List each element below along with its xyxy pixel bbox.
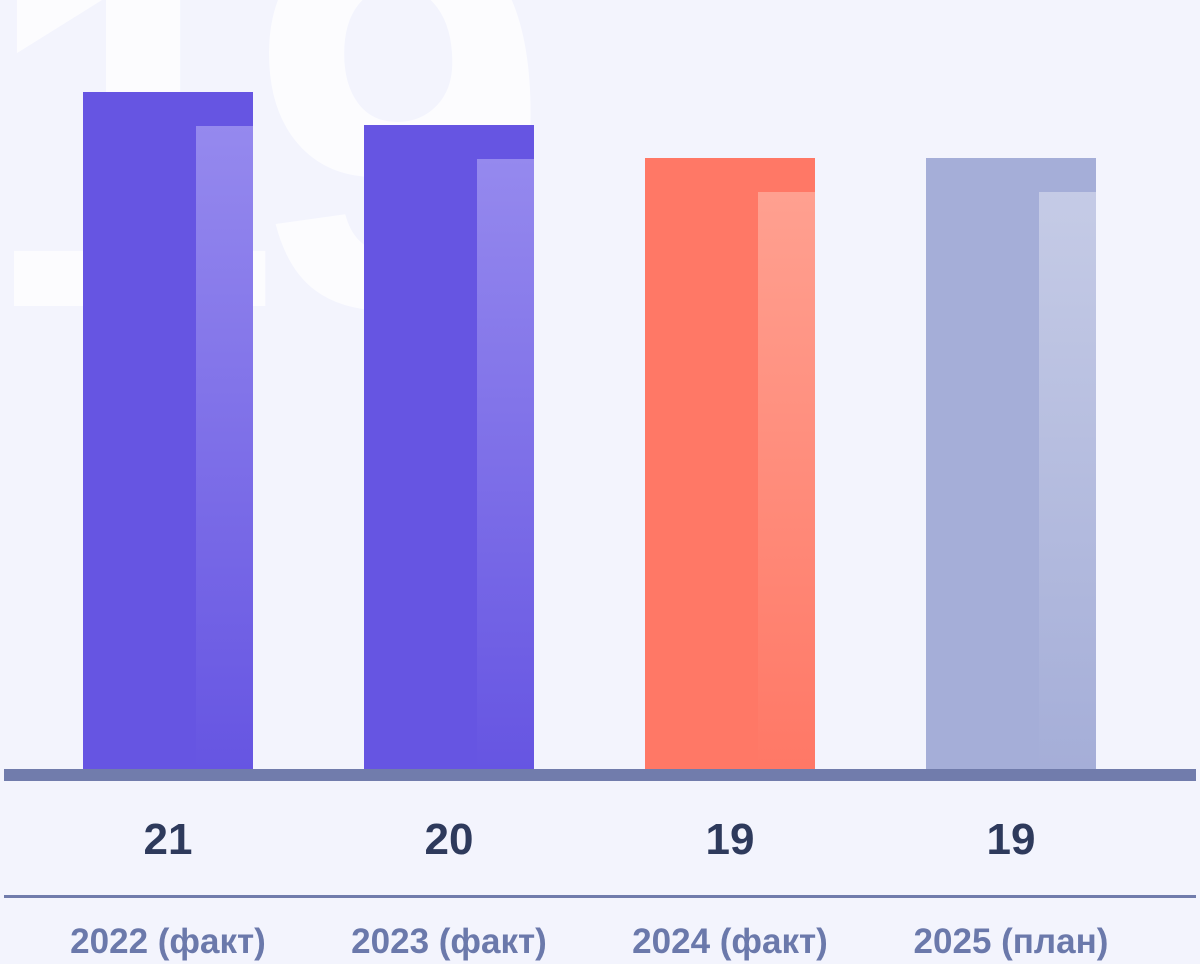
- value-label-2: 19: [706, 815, 755, 864]
- category-label-1: 2023 (факт): [351, 922, 547, 961]
- bar-highlight-2: [758, 192, 815, 769]
- category-label-3: 2025 (план): [914, 922, 1109, 961]
- value-labels: 21 20 19 19: [144, 815, 1036, 864]
- category-label-2: 2024 (факт): [632, 922, 828, 961]
- bar-highlight-3: [1039, 192, 1096, 769]
- separator-line: [4, 895, 1196, 898]
- x-axis-line: [4, 769, 1196, 781]
- value-label-3: 19: [987, 815, 1036, 864]
- bars-layer: [83, 92, 1096, 769]
- value-label-1: 20: [425, 815, 474, 864]
- bar-highlight-1: [477, 159, 534, 769]
- bar-highlight-0: [196, 126, 253, 769]
- category-labels: 2022 (факт) 2023 (факт) 2024 (факт) 2025 (п…: [70, 922, 1108, 961]
- value-label-0: 21: [144, 815, 193, 864]
- category-label-0: 2022 (факт): [70, 922, 266, 961]
